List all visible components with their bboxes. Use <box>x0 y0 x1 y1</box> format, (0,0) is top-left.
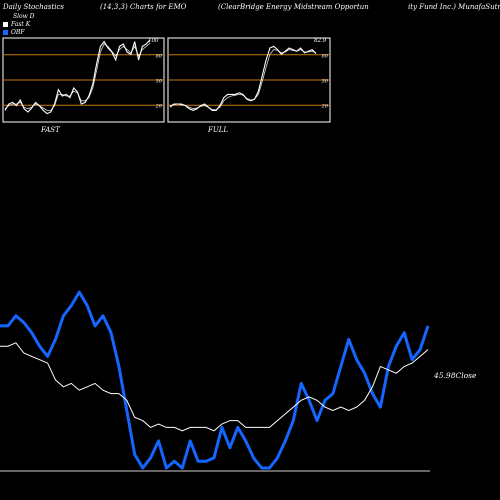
full-caption: FULL <box>207 126 228 134</box>
fast-level-label: 50 <box>156 79 163 85</box>
fast-caption: FAST <box>40 126 61 134</box>
legend-label-slow-d: Slow D <box>13 12 35 20</box>
fast-level-label: 80 <box>156 53 163 59</box>
full-series-slow-d <box>169 49 317 110</box>
fast-series-slow-d <box>4 42 151 111</box>
full-level-label: 50 <box>322 79 329 85</box>
fast-series-fast-k <box>4 39 151 115</box>
full-level-label: 80 <box>322 53 329 59</box>
full-last-value: 82.9 <box>314 38 327 44</box>
obf-series <box>0 290 430 470</box>
legend-label-obf: OBF <box>11 28 25 36</box>
legend: Slow D Fast K OBF <box>3 12 35 36</box>
legend-swatch-slow-d <box>3 12 10 20</box>
full-panel: 80 50 20 82.9 FULL <box>167 37 331 134</box>
close-value-label: 45.98Close <box>433 371 477 380</box>
legend-swatch-obf <box>3 29 8 35</box>
chart-title-company: (ClearBridge Energy Midstream Opportun <box>218 3 369 11</box>
fast-level-label: 20 <box>155 104 163 110</box>
chart-title-source: ity Fund Inc.) MunafaSutra.com <box>408 3 500 11</box>
legend-swatch-fast-k <box>3 21 8 27</box>
legend-item-fast-k: Fast K <box>3 20 35 28</box>
fast-panel: 80 50 20 100 FAST <box>2 37 165 134</box>
chart-title-left: Daily Stochastics <box>3 3 65 11</box>
fast-last-value: 100 <box>148 38 159 44</box>
close-series <box>0 342 429 432</box>
legend-item-obf: OBF <box>3 28 35 36</box>
legend-label-fast-k: Fast K <box>11 20 31 28</box>
price-panel: 45.98Close <box>0 290 477 472</box>
full-series-fast-k <box>169 45 317 111</box>
full-level-label: 20 <box>321 104 329 110</box>
legend-item-slow-d: Slow D <box>3 12 35 20</box>
chart-title-params: (14,3,3) Charts for EMO <box>100 3 187 11</box>
